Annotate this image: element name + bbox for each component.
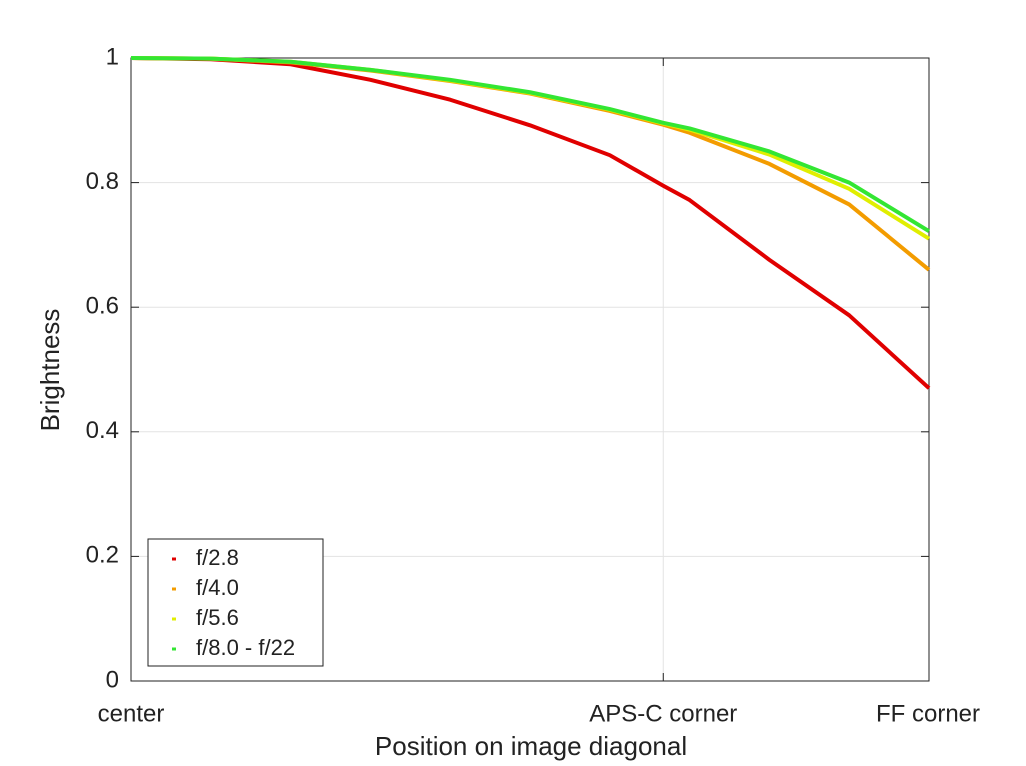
legend-label: f/8.0 - f/22 — [196, 635, 295, 660]
y-tick-label: 0.2 — [86, 542, 119, 569]
line-series — [130, 56, 931, 272]
x-tick-label: center — [98, 700, 165, 727]
y-tick-label: 0.4 — [86, 417, 119, 444]
y-tick-label: 0 — [106, 666, 119, 693]
line-series — [130, 56, 931, 390]
legend-label: f/2.8 — [196, 545, 239, 570]
legend-marker — [172, 647, 176, 651]
legend-label: f/4.0 — [196, 575, 239, 600]
plot-frame — [130, 57, 930, 682]
y-tick-label: 0.8 — [86, 168, 119, 195]
y-tick-label: 1 — [106, 43, 119, 70]
x-tick-label: APS-C corner — [589, 700, 737, 727]
legend-marker — [172, 557, 176, 561]
y-axis-label: Brightness — [35, 309, 65, 432]
line-series — [130, 56, 931, 233]
x-axis-label: Position on image diagonal — [375, 731, 687, 761]
legend-box — [147, 538, 324, 667]
legend-label: f/5.6 — [196, 605, 239, 630]
line-series — [130, 56, 931, 241]
legend-marker — [172, 587, 176, 591]
y-tick-label: 0.6 — [86, 293, 119, 320]
legend-marker — [172, 617, 176, 621]
x-tick-label: FF corner — [876, 700, 980, 727]
